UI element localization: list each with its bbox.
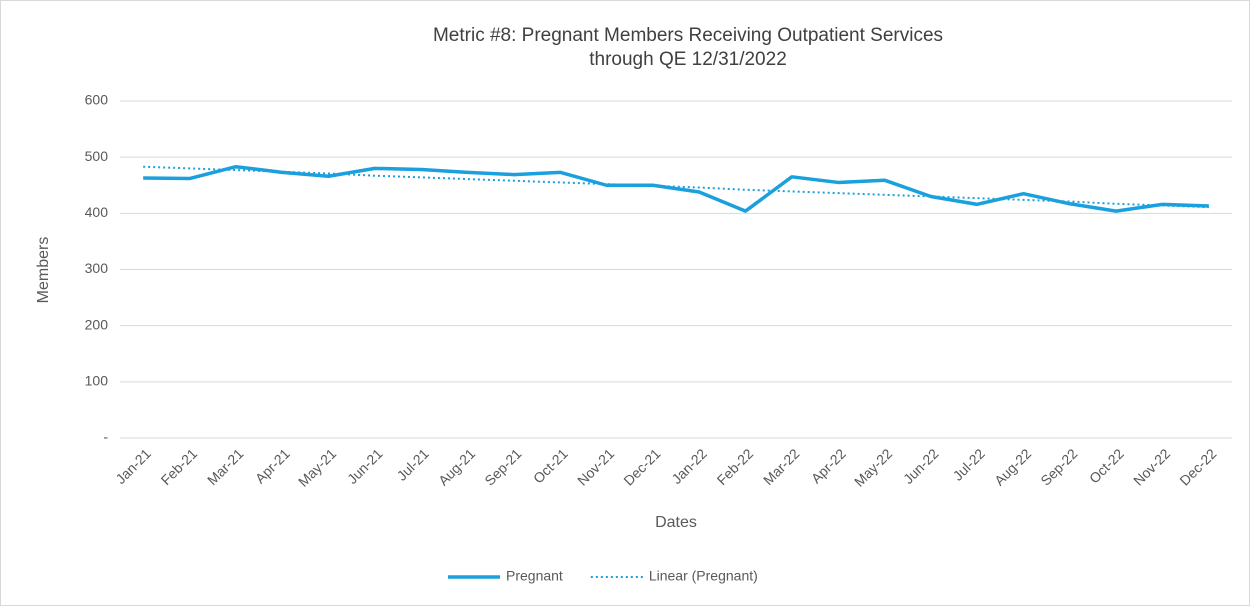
legend-label: Linear (Pregnant) bbox=[649, 568, 758, 584]
y-tick-label: 300 bbox=[85, 260, 109, 276]
y-tick-label: - bbox=[103, 429, 108, 445]
y-tick-label: 100 bbox=[85, 373, 109, 389]
x-axis-label: Dates bbox=[655, 514, 697, 531]
legend-label: Pregnant bbox=[506, 568, 563, 584]
y-tick-label: 200 bbox=[85, 316, 109, 332]
chart-subtitle: through QE 12/31/2022 bbox=[589, 49, 787, 70]
y-tick-label: 500 bbox=[85, 148, 109, 164]
y-axis-label: Members bbox=[35, 237, 52, 304]
series-line bbox=[143, 164, 1209, 213]
chart-title: Metric #8: Pregnant Members Receiving Ou… bbox=[433, 25, 943, 46]
y-tick-label: 600 bbox=[85, 92, 109, 108]
y-tick-label: 400 bbox=[85, 204, 109, 220]
